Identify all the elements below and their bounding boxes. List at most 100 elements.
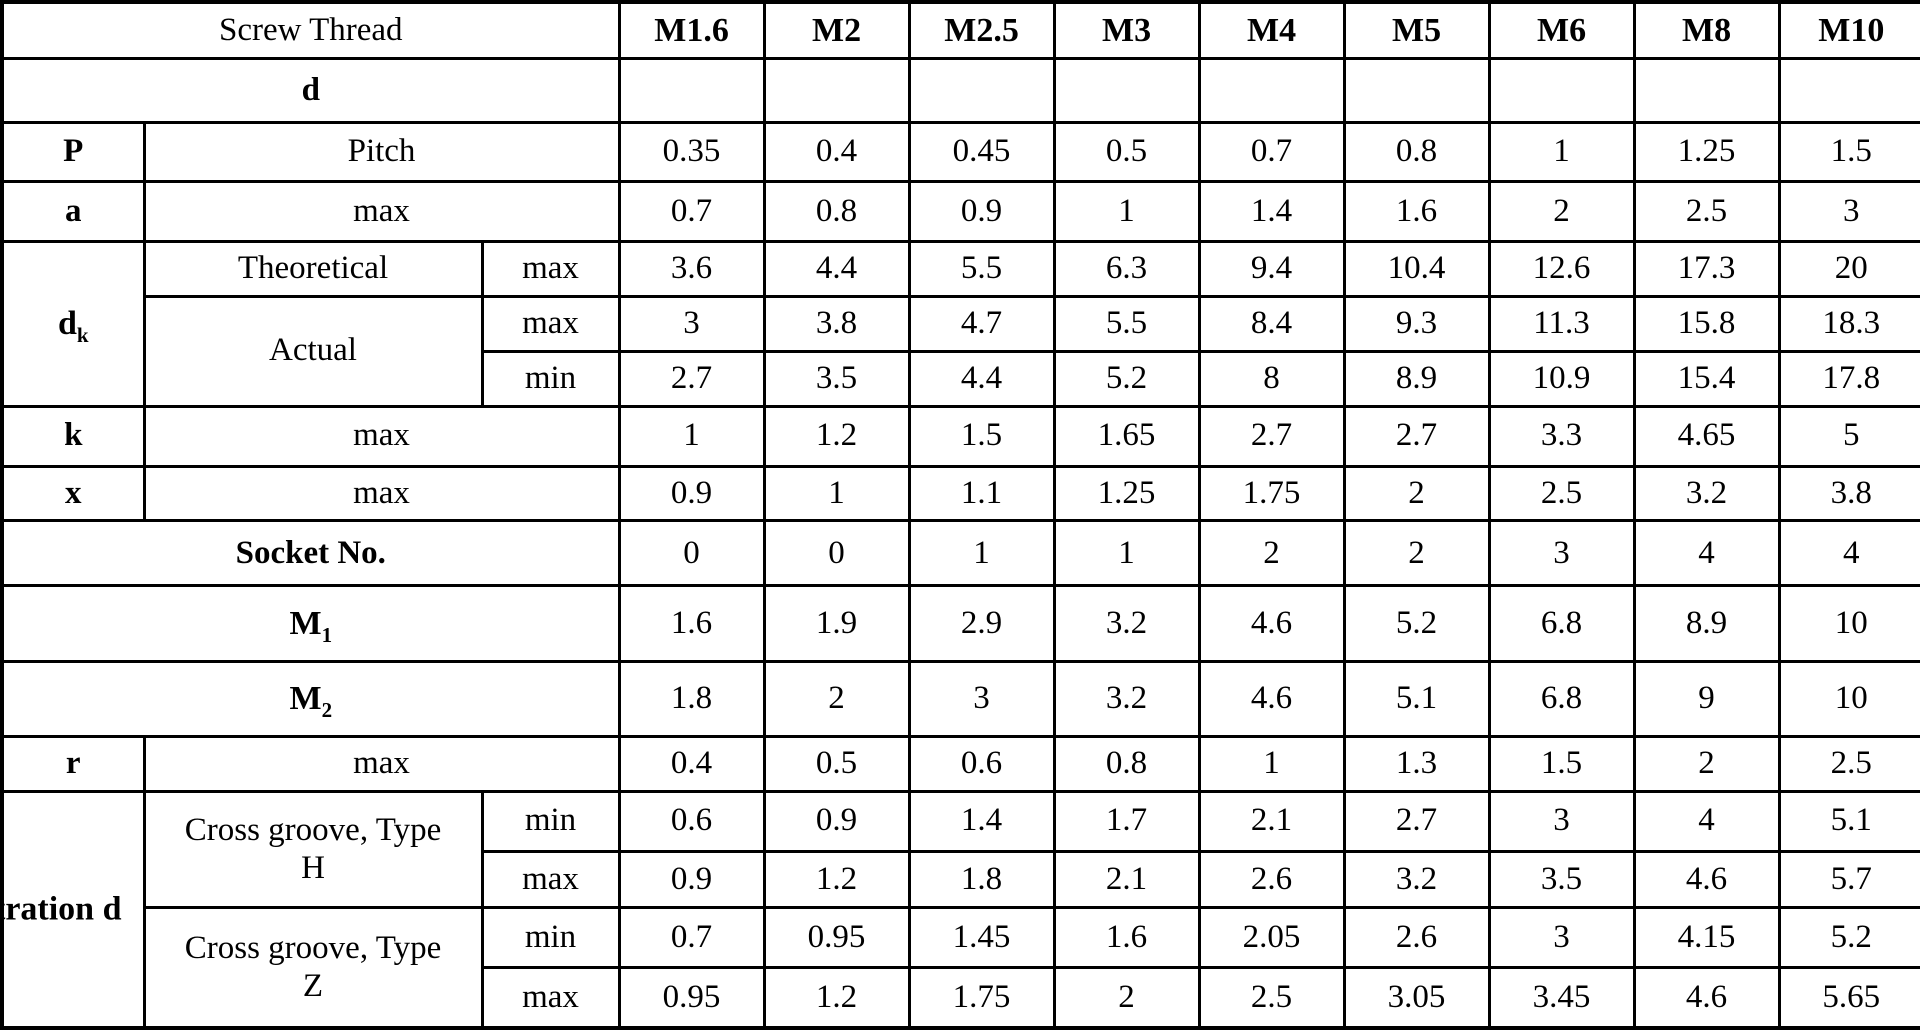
value-cell: 2 bbox=[1632, 734, 1781, 793]
value-cell: 10.9 bbox=[1487, 349, 1636, 408]
value-cell: 0.4 bbox=[762, 121, 911, 184]
value-cell bbox=[1777, 57, 1920, 125]
column-header-cell: M2 bbox=[762, 0, 911, 61]
value-cell: 8.9 bbox=[1342, 349, 1491, 408]
value-cell: 10 bbox=[1777, 584, 1920, 663]
value-cell: 2 bbox=[1197, 519, 1346, 588]
column-header-cell: M1.6 bbox=[617, 0, 766, 61]
value-cell: 1.4 bbox=[907, 789, 1056, 853]
value-cell: 1.7 bbox=[1052, 789, 1201, 853]
value-cell: 2.7 bbox=[617, 349, 766, 408]
value-cell: 18.3 bbox=[1777, 295, 1920, 353]
value-cell: 3.2 bbox=[1632, 464, 1781, 523]
limit-cell: min bbox=[480, 789, 621, 853]
value-cell: 1.45 bbox=[907, 906, 1056, 970]
value-cell: 5.2 bbox=[1052, 349, 1201, 408]
value-cell: 4.7 bbox=[907, 295, 1056, 353]
value-cell: 1.4 bbox=[1197, 180, 1346, 244]
column-header-cell: M6 bbox=[1487, 0, 1636, 61]
value-cell: 4.6 bbox=[1632, 849, 1781, 910]
value-cell: 15.4 bbox=[1632, 349, 1781, 408]
value-cell: 3.2 bbox=[1342, 849, 1491, 910]
value-cell: 0.5 bbox=[762, 734, 911, 793]
value-cell: 0.95 bbox=[617, 966, 766, 1030]
value-cell: 1.5 bbox=[1777, 121, 1920, 184]
value-cell: 8.4 bbox=[1197, 295, 1346, 353]
value-cell: 9.4 bbox=[1197, 240, 1346, 299]
value-cell bbox=[1197, 57, 1346, 125]
value-cell: 15.8 bbox=[1632, 295, 1781, 353]
m2-subscript: 2 bbox=[321, 697, 333, 722]
value-cell: 2.1 bbox=[1052, 849, 1201, 910]
row-desc-cell: max bbox=[142, 404, 621, 468]
value-cell: 3.3 bbox=[1487, 404, 1636, 468]
value-cell bbox=[1052, 57, 1201, 125]
value-cell: 0.8 bbox=[762, 180, 911, 244]
screw-thread-header: Screw Thread bbox=[0, 0, 621, 61]
value-cell: 4 bbox=[1632, 519, 1781, 588]
value-cell: 1 bbox=[1197, 734, 1346, 793]
limit-cell: max bbox=[480, 966, 621, 1030]
value-cell: 1.75 bbox=[1197, 464, 1346, 523]
value-cell: 3 bbox=[1777, 180, 1920, 244]
value-cell: 1 bbox=[617, 404, 766, 468]
value-cell: 1 bbox=[762, 464, 911, 523]
value-cell: 3.45 bbox=[1487, 966, 1636, 1030]
value-cell: 0.45 bbox=[907, 121, 1056, 184]
value-cell: 3.2 bbox=[1052, 584, 1201, 663]
value-cell: 3.2 bbox=[1052, 659, 1201, 738]
k-row: k max 1 1.2 1.5 1.65 2.7 2.7 3.3 4.65 5 bbox=[0, 404, 1920, 468]
value-cell: 2 bbox=[1052, 966, 1201, 1030]
column-header-cell: M8 bbox=[1632, 0, 1781, 61]
dk-theoretical-row: dk Theoretical max 3.6 4.4 5.5 6.3 9.4 10.4 12… bbox=[0, 240, 1920, 408]
m2-base: M bbox=[289, 680, 322, 718]
value-cell: 1.5 bbox=[907, 404, 1056, 468]
value-cell: 17.8 bbox=[1777, 349, 1920, 408]
m1-subscript: 1 bbox=[321, 622, 333, 647]
value-cell: 3.05 bbox=[1342, 966, 1491, 1030]
value-cell: 11.3 bbox=[1487, 295, 1636, 353]
value-cell: 0.6 bbox=[617, 789, 766, 853]
value-cell: 2 bbox=[1487, 180, 1636, 244]
value-cell: 0.9 bbox=[762, 789, 911, 853]
value-cell: 2.6 bbox=[1342, 906, 1491, 970]
row-key-cell: P bbox=[0, 121, 146, 184]
row-key-cell: k bbox=[0, 404, 146, 468]
value-cell: 3 bbox=[1487, 519, 1636, 588]
value-cell: 4.65 bbox=[1632, 404, 1781, 468]
value-cell: 9 bbox=[1632, 659, 1781, 738]
column-header-cell: M5 bbox=[1342, 0, 1491, 61]
row-key-cell: r bbox=[0, 734, 146, 793]
value-cell: 0.7 bbox=[617, 180, 766, 244]
row-desc-cell: max bbox=[142, 464, 621, 523]
value-cell: 0 bbox=[762, 519, 911, 588]
value-cell: 4 bbox=[1632, 789, 1781, 853]
limit-cell: min bbox=[480, 349, 621, 408]
value-cell: 3 bbox=[1487, 906, 1636, 970]
value-cell: 1.65 bbox=[1052, 404, 1201, 468]
d-label: d bbox=[0, 57, 621, 125]
value-cell: 2.5 bbox=[1632, 180, 1781, 244]
value-cell: 4.15 bbox=[1632, 906, 1781, 970]
value-cell: 3 bbox=[617, 295, 766, 353]
groove-z-line1: Cross groove, Type bbox=[184, 929, 442, 966]
r-row: r max 0.4 0.5 0.6 0.8 1 1.3 1.5 2 2.5 bbox=[0, 734, 1920, 793]
value-cell: 1.8 bbox=[617, 659, 766, 738]
value-cell bbox=[1342, 57, 1491, 125]
value-cell: 5.1 bbox=[1342, 659, 1491, 738]
value-cell: 17.3 bbox=[1632, 240, 1781, 299]
value-cell: 1.1 bbox=[907, 464, 1056, 523]
value-cell: 1.25 bbox=[1052, 464, 1201, 523]
m1-label: M1 bbox=[0, 584, 621, 663]
value-cell: 3.5 bbox=[762, 349, 911, 408]
groove-z-max-row: max 0.95 1.2 1.75 2 2.5 3.05 3.45 4.6 5.65 bbox=[2, 966, 1920, 1030]
value-cell: 4.6 bbox=[1197, 659, 1346, 738]
value-cell: 2.6 bbox=[1197, 849, 1346, 910]
groove-h-label: Cross groove, Type H bbox=[142, 789, 484, 910]
value-cell: 2 bbox=[762, 659, 911, 738]
value-cell: 5.2 bbox=[1342, 584, 1491, 663]
value-cell: 2.05 bbox=[1197, 906, 1346, 970]
row-key-cell: a bbox=[0, 180, 146, 244]
value-cell: 1.2 bbox=[762, 849, 911, 910]
